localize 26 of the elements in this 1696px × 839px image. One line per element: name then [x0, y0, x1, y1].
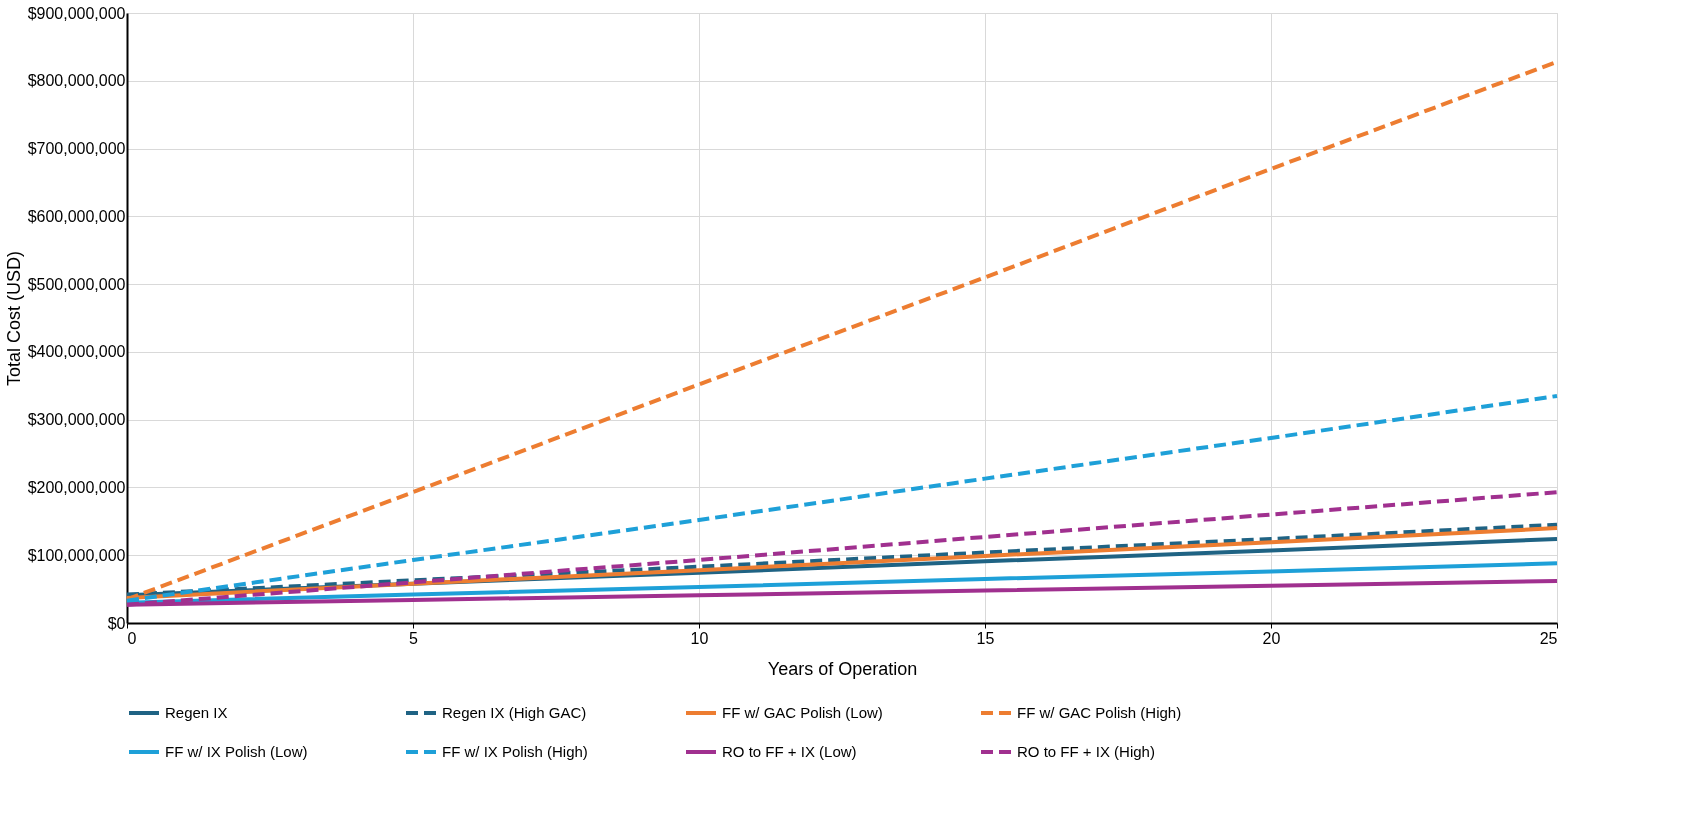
y-tick-label: $100,000,000	[27, 546, 126, 564]
legend-label: RO to FF + IX (Low)	[722, 743, 857, 760]
y-tick-label: $600,000,000	[27, 207, 126, 225]
y-tick-label: $500,000,000	[27, 275, 126, 293]
y-tick-label: $800,000,000	[27, 72, 126, 90]
legend-label: Regen IX	[165, 704, 228, 721]
x-tick-label: 5	[409, 629, 419, 647]
x-tick-label: 15	[976, 629, 995, 647]
x-tick-label: 25	[1539, 629, 1558, 647]
legend-label: Regen IX (High GAC)	[442, 704, 587, 721]
y-tick-label: $0	[107, 614, 126, 632]
legend-label: FF w/ IX Polish (Low)	[165, 743, 308, 760]
legend-label: RO to FF + IX (High)	[1017, 743, 1155, 760]
y-tick-label: $300,000,000	[27, 411, 126, 429]
x-axis-title: Years of Operation	[767, 658, 918, 679]
y-tick-label: $200,000,000	[27, 478, 126, 496]
y-tick-label: $400,000,000	[27, 343, 126, 361]
legend-label: FF w/ GAC Polish (High)	[1017, 704, 1182, 721]
y-tick-label: $700,000,000	[27, 140, 126, 158]
y-tick-label: $900,000,000	[27, 4, 126, 22]
x-tick-label: 10	[690, 629, 709, 647]
legend-label: FF w/ IX Polish (High)	[442, 743, 588, 760]
legend-label: FF w/ GAC Polish (Low)	[722, 704, 883, 721]
y-axis-title: Total Cost (USD)	[3, 250, 24, 387]
x-tick-label: 20	[1262, 629, 1281, 647]
x-tick-label: 0	[127, 629, 137, 647]
